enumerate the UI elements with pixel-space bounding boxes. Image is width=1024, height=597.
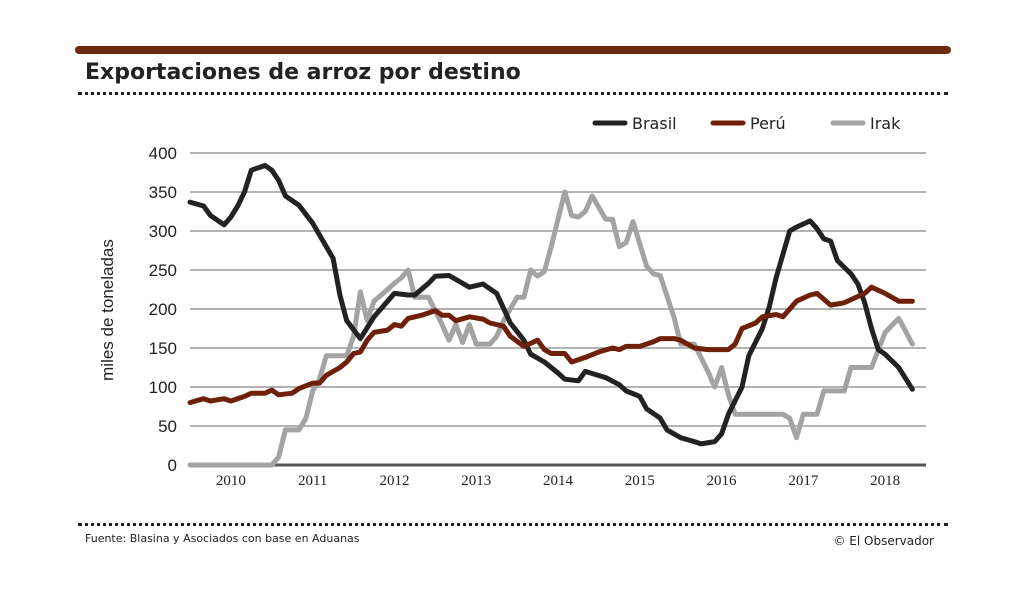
legend-label: Irak	[870, 114, 901, 133]
x-tick-label: 2016	[707, 473, 738, 489]
y-tick-label: 250	[149, 261, 177, 280]
source-note: Fuente: Blasina y Asociados con base en …	[85, 532, 360, 545]
title-divider	[78, 92, 948, 95]
credit: © El Observador	[833, 534, 934, 548]
y-tick-label: 350	[149, 183, 177, 202]
y-tick-label: 400	[149, 144, 177, 163]
y-tick-label: 0	[168, 456, 177, 475]
legend-label: Perú	[750, 114, 786, 133]
x-tick-label: 2015	[625, 473, 655, 489]
legend-item: Irak	[830, 114, 901, 133]
x-tick-label: 2014	[543, 473, 574, 489]
footer-divider	[78, 523, 948, 526]
x-tick-label: 2013	[461, 473, 491, 489]
legend-item: Brasil	[592, 114, 677, 133]
chart-title: Exportaciones de arroz por destino	[85, 60, 521, 85]
y-axis-label: miles de toneladas	[98, 239, 117, 381]
y-tick-label: 100	[149, 378, 177, 397]
series-line-irak	[187, 189, 915, 468]
header-rule	[75, 46, 951, 54]
x-tick-label: 2010	[216, 473, 246, 489]
legend-label: Brasil	[632, 114, 677, 133]
y-tick-label: 200	[149, 300, 177, 319]
series-line-perú	[187, 284, 915, 406]
x-tick-label: 2017	[788, 473, 819, 489]
x-tick-label: 2018	[870, 473, 900, 489]
y-tick-label: 150	[149, 339, 177, 358]
x-tick-label: 2011	[298, 473, 327, 489]
y-tick-label: 50	[158, 417, 177, 436]
y-tick-label: 300	[149, 222, 177, 241]
legend-item: Perú	[710, 114, 786, 133]
x-tick-label: 2012	[379, 473, 409, 489]
series-line-brasil	[187, 163, 915, 447]
